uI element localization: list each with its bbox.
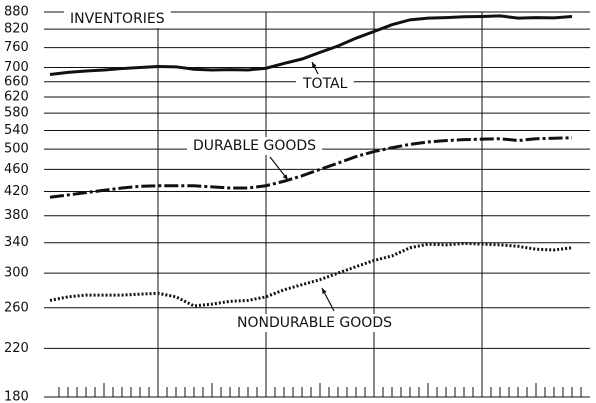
annotation-bg xyxy=(231,314,399,332)
y-tick-label: 180 xyxy=(4,390,29,403)
y-tick-label: 220 xyxy=(4,341,29,356)
arrow-head xyxy=(312,62,317,68)
y-tick-label: 700 xyxy=(4,60,29,75)
lines xyxy=(49,14,573,308)
y-tick-label: 620 xyxy=(4,89,29,104)
annotation: TOTAL xyxy=(302,76,348,92)
y-tick-label: 260 xyxy=(4,300,29,315)
annotations: INVENTORIES TOTAL DURABLE GOODS NONDURABLE … xyxy=(64,10,399,332)
annotation-bg xyxy=(187,137,323,155)
y-tick-label: 660 xyxy=(4,74,29,89)
y-tick-label: 420 xyxy=(4,184,29,199)
annotation: NONDURABLE GOODS xyxy=(237,315,392,331)
annotation: INVENTORIES xyxy=(70,11,165,27)
annotation-bg xyxy=(296,75,354,93)
y-tick-label: 880 xyxy=(4,5,29,20)
y-tick-label: 380 xyxy=(4,208,29,223)
y-tick-label: 500 xyxy=(4,142,29,157)
y-tick-label: 540 xyxy=(4,123,29,138)
annotation: DURABLE GOODS xyxy=(193,138,316,154)
y-tick-label: 760 xyxy=(4,40,29,55)
y-tick-label: 300 xyxy=(4,266,29,281)
y-tick-label: 820 xyxy=(4,22,29,37)
y-tick-label: 460 xyxy=(4,162,29,177)
series-line xyxy=(49,241,573,308)
grid: 1802202603003403804204605005405806206607… xyxy=(4,5,590,403)
annotation-bg xyxy=(64,10,171,28)
arrow-head xyxy=(282,174,288,180)
series-line xyxy=(49,14,573,77)
y-tick-label: 340 xyxy=(4,235,29,250)
arrow-head xyxy=(322,288,327,294)
series-line xyxy=(49,136,573,199)
y-tick-label: 580 xyxy=(4,106,29,121)
